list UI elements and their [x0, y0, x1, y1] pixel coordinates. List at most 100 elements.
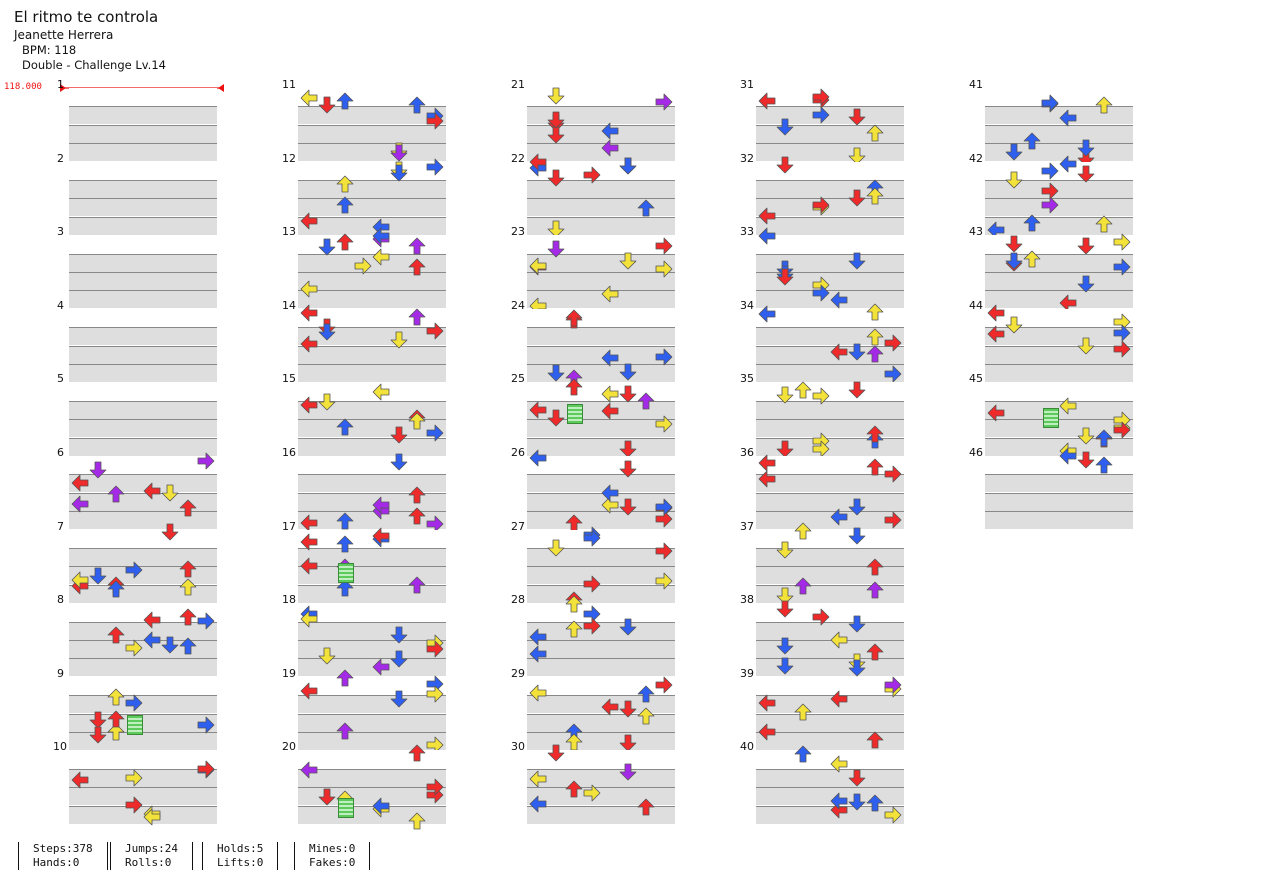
arrow-left-icon: [601, 699, 619, 716]
measure-number: 46: [969, 446, 983, 459]
arrow-left-icon: [529, 770, 547, 788]
arrow-right-icon: [655, 572, 673, 590]
beat-band: [985, 216, 1133, 235]
arrow-left-icon: [830, 508, 848, 526]
arrow-right-icon: [812, 196, 830, 214]
beat-band: [985, 253, 1133, 272]
measure-number: 32: [740, 151, 754, 165]
beat-band: [756, 364, 904, 382]
arrow-up-icon: [408, 308, 426, 325]
beat-band: [985, 198, 1133, 217]
arrow-left-icon: [601, 349, 619, 367]
arrow-up-icon: [408, 237, 426, 255]
arrow-up-icon: [1095, 216, 1113, 233]
beat-band: [756, 676, 904, 694]
arrow-left-icon: [830, 755, 848, 772]
beat-band: [298, 106, 446, 125]
arrow-right-icon: [1041, 182, 1059, 199]
beat-band: [298, 308, 446, 326]
arrow-left-icon: [529, 153, 547, 171]
arrow-up-icon: [107, 689, 125, 706]
beat-band: [527, 382, 675, 400]
beat-band: [69, 548, 217, 566]
arrow-up-icon: [794, 745, 812, 763]
arrow-left-icon: [300, 761, 318, 779]
arrow-up-icon: [866, 187, 884, 204]
beat-band: [527, 695, 675, 714]
arrow-down-icon: [776, 657, 794, 675]
arrow-down-icon: [848, 793, 866, 811]
arrow-up-icon: [336, 512, 354, 530]
arrow-right-icon: [125, 639, 143, 657]
beat-band: [527, 400, 675, 419]
beat-band: [69, 180, 217, 198]
arrow-down-icon: [547, 744, 565, 762]
hands-count: Hands:0: [33, 856, 80, 869]
arrow-left-icon: [372, 658, 390, 676]
arrow-down-icon: [619, 385, 637, 403]
arrow-left-icon: [300, 280, 318, 298]
arrow-down-icon: [318, 96, 336, 114]
beat-band: [527, 235, 675, 253]
beat-band: [985, 327, 1133, 346]
beat-band: [985, 272, 1133, 290]
arrow-down-icon: [776, 587, 794, 605]
arrow-down-icon: [390, 331, 408, 349]
arrow-up-icon: [866, 794, 884, 812]
beat-band: [985, 456, 1133, 473]
beat-band: [298, 124, 446, 143]
beat-band: [69, 658, 217, 677]
beat-band: [69, 640, 217, 658]
arrow-up-icon: [866, 303, 884, 321]
arrow-right-icon: [197, 452, 215, 470]
beat-band: [69, 364, 217, 382]
arrow-right-icon: [1113, 324, 1131, 342]
arrow-down-icon: [318, 647, 336, 665]
arrow-down-icon: [619, 252, 637, 269]
arrow-right-icon: [426, 685, 444, 703]
arrow-down-icon: [390, 690, 408, 708]
arrow-right-icon: [583, 530, 601, 547]
beat-band: [298, 364, 446, 382]
arrow-left-icon: [529, 684, 547, 702]
arrow-down-icon: [390, 453, 408, 471]
beat-band: [527, 787, 675, 806]
beat-band: [69, 327, 217, 346]
measure-number: 21: [511, 78, 525, 91]
arrow-up-icon: [408, 486, 426, 504]
beat-band: [756, 456, 904, 473]
beat-band: [756, 640, 904, 658]
song-title: El ritmo te controla: [14, 8, 159, 26]
beat-band: [756, 180, 904, 198]
arrow-left-icon: [372, 383, 390, 401]
beat-band: [527, 290, 675, 309]
beat-band: [985, 88, 1133, 105]
beat-band: [527, 106, 675, 125]
arrow-up-icon: [107, 626, 125, 644]
arrow-down-icon: [1005, 143, 1023, 161]
measure-number: 15: [282, 372, 296, 386]
beat-band: [527, 713, 675, 732]
measure-number: 8: [57, 593, 64, 607]
arrow-down-icon: [848, 189, 866, 207]
beat-band: [527, 327, 675, 346]
beat-band: [298, 437, 446, 456]
arrow-down-icon: [1077, 452, 1095, 469]
measure-number: 7: [57, 519, 64, 533]
arrow-right-icon: [197, 716, 215, 734]
beat-band: [756, 345, 904, 364]
arrow-up-icon: [637, 799, 655, 816]
hold-note: [338, 562, 354, 583]
beat-band: [69, 566, 217, 585]
arrow-up-icon: [1095, 429, 1113, 446]
arrow-left-icon: [758, 93, 776, 110]
measure-number: 12: [282, 151, 296, 165]
beat-band: [756, 713, 904, 732]
beat-band: [985, 345, 1133, 364]
beat-band: [298, 253, 446, 272]
arrow-left-icon: [758, 454, 776, 472]
beat-band: [69, 198, 217, 217]
measure-number: 24: [511, 298, 525, 312]
arrow-up-icon: [408, 507, 426, 524]
beat-band: [69, 621, 217, 640]
